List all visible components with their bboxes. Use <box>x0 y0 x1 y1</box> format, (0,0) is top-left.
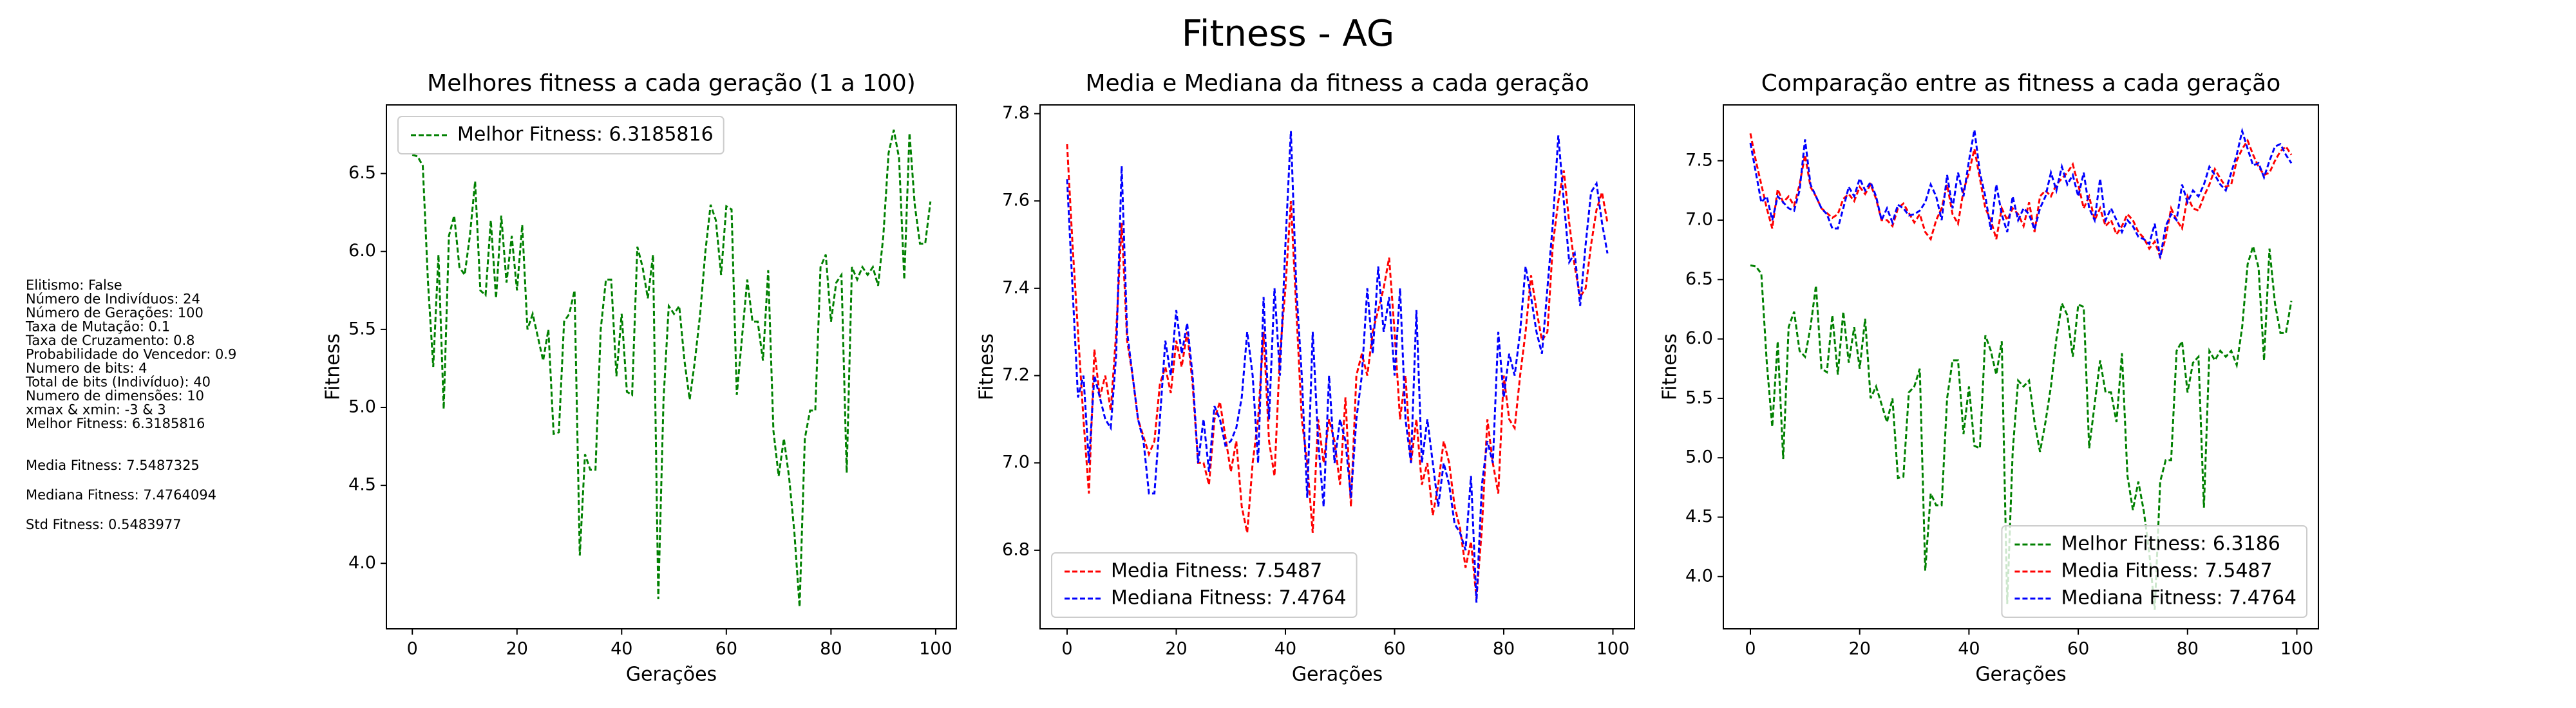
legend: Media Fitness: 7.5487 Mediana Fitness: 7.… <box>1051 552 1358 618</box>
legend-label: Melhor Fitness: 6.3185816 <box>457 124 714 146</box>
info-line: Elitismo: False <box>26 277 122 293</box>
x-tick-label: 80 <box>2177 639 2199 659</box>
x-tick-label: 0 <box>407 639 418 659</box>
legend-frame <box>397 116 724 154</box>
x-axis-label: Gerações <box>1292 664 1383 686</box>
y-tick-label: 5.0 <box>348 396 376 416</box>
y-tick-label: 5.5 <box>1685 387 1713 407</box>
y-tick-label: 4.5 <box>348 475 376 495</box>
y-tick-label: 7.8 <box>1002 103 1030 123</box>
chart-title: Melhores fitness a cada geração (1 a 100… <box>427 70 916 97</box>
y-tick-label: 5.0 <box>1685 447 1713 467</box>
y-tick-label: 6.0 <box>348 241 376 261</box>
series-line <box>1066 131 1609 603</box>
y-tick-label: 6.0 <box>1685 328 1713 348</box>
axes-frame <box>1723 104 2319 629</box>
legend-label: Media Fitness: 7.5487 <box>1111 560 1322 582</box>
x-tick-label: 20 <box>1849 639 1871 659</box>
info-line: Taxa de Mutação: 0.1 <box>25 319 170 335</box>
x-tick-label: 40 <box>1958 639 1980 659</box>
x-tick-label: 80 <box>820 639 842 659</box>
y-tick-label: 7.2 <box>1002 365 1030 385</box>
x-tick-label: 60 <box>2067 639 2089 659</box>
y-tick-label: 5.5 <box>348 319 376 339</box>
legend: Melhor Fitness: 6.3185816 <box>397 116 724 154</box>
x-tick-label: 0 <box>1745 639 1756 659</box>
y-tick-label: 4.0 <box>348 553 376 573</box>
chart-title: Media e Mediana da fitness a cada geraçã… <box>1085 70 1589 97</box>
y-axis-label: Fitness <box>976 333 998 400</box>
info-line: Taxa de Cruzamento: 0.8 <box>25 333 195 348</box>
legend-frame <box>1051 552 1358 618</box>
y-tick-label: 4.0 <box>1685 566 1713 586</box>
info-line: xmax & xmin: -3 & 3 <box>26 402 166 418</box>
x-tick-label: 40 <box>1274 639 1296 659</box>
x-axis-label: Gerações <box>1975 664 2066 686</box>
series-line <box>1750 243 2293 610</box>
x-tick-label: 100 <box>2280 639 2314 659</box>
legend-label: Mediana Fitness: 7.4764 <box>2061 587 2297 610</box>
info-line: Probabilidade do Vencedor: 0.9 <box>26 347 236 362</box>
y-tick-label: 7.6 <box>1002 191 1030 210</box>
legend-label: Media Fitness: 7.5487 <box>2061 560 2272 582</box>
x-tick-label: 100 <box>1596 639 1630 659</box>
y-tick-label: 7.5 <box>1685 150 1713 170</box>
y-axis-label: Fitness <box>322 333 345 400</box>
x-tick-label: 20 <box>1165 639 1187 659</box>
axes-frame <box>386 104 957 629</box>
y-tick-label: 7.0 <box>1002 452 1030 472</box>
legend-label: Melhor Fitness: 6.3186 <box>2061 533 2280 555</box>
info-line: Numero de bits: 4 <box>26 360 147 376</box>
x-tick-label: 60 <box>715 639 737 659</box>
info-line: Mediana Fitness: 7.4764094 <box>26 487 216 503</box>
y-tick-label: 6.5 <box>1685 269 1713 289</box>
x-tick-label: 40 <box>611 639 632 659</box>
legend-frame <box>2001 525 2307 618</box>
info-line: Numero de dimensões: 10 <box>26 388 204 404</box>
x-axis-label: Gerações <box>626 664 717 686</box>
legend-label: Mediana Fitness: 7.4764 <box>1111 587 1347 610</box>
info-line: Número de Indivíduos: 24 <box>26 292 200 307</box>
x-tick-label: 60 <box>1383 639 1405 659</box>
series-line <box>1749 133 2293 261</box>
y-tick-label: 6.5 <box>348 163 376 183</box>
x-tick-label: 20 <box>506 639 528 659</box>
figure-title: Fitness - AG <box>1182 13 1394 55</box>
series-line <box>412 129 932 608</box>
y-tick-label: 4.5 <box>1685 507 1713 526</box>
y-axis-label: Fitness <box>1659 333 1681 400</box>
y-tick-label: 7.4 <box>1002 277 1030 297</box>
chart-title: Comparação entre as fitness a cada geraç… <box>1761 70 2280 97</box>
info-line: Std Fitness: 0.5483977 <box>26 517 182 532</box>
x-tick-label: 100 <box>919 639 952 659</box>
x-tick-label: 80 <box>1493 639 1515 659</box>
series-line <box>1066 144 1609 599</box>
axes-frame <box>1039 104 1635 629</box>
y-tick-label: 6.8 <box>1002 539 1030 559</box>
y-tick-label: 7.0 <box>1685 210 1713 230</box>
legend: Melhor Fitness: 6.3186 Media Fitness: 7.5… <box>2001 525 2307 618</box>
x-tick-label: 0 <box>1061 639 1072 659</box>
info-line: Media Fitness: 7.5487325 <box>26 458 200 473</box>
series-line <box>1749 127 2293 259</box>
info-line: Total de bits (Indivíduo): 40 <box>25 375 211 390</box>
info-line: Melhor Fitness: 6.3185816 <box>26 416 205 431</box>
info-line: Número de Gerações: 100 <box>26 305 204 321</box>
